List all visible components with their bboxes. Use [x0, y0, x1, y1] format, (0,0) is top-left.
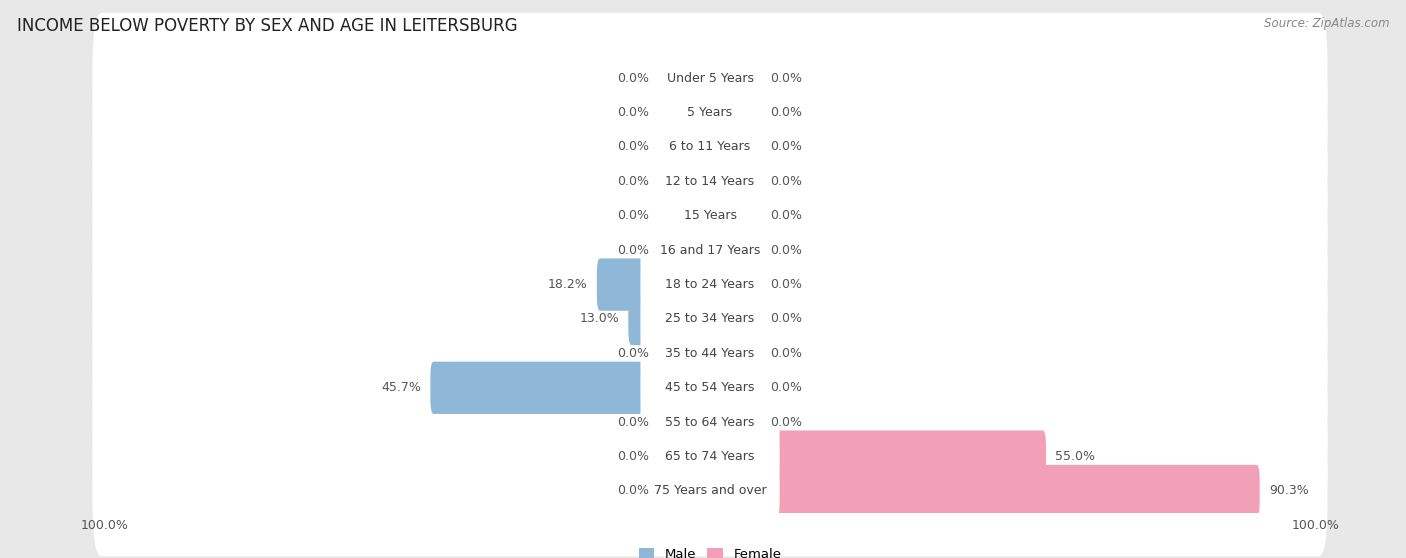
Text: 0.0%: 0.0% [770, 278, 803, 291]
FancyBboxPatch shape [707, 52, 762, 104]
FancyBboxPatch shape [596, 258, 713, 311]
Text: 16 and 17 Years: 16 and 17 Years [659, 244, 761, 257]
FancyBboxPatch shape [430, 362, 713, 414]
Text: 45 to 54 Years: 45 to 54 Years [665, 381, 755, 395]
Text: 0.0%: 0.0% [617, 209, 650, 222]
Text: 0.0%: 0.0% [617, 416, 650, 429]
FancyBboxPatch shape [658, 396, 713, 448]
Text: 0.0%: 0.0% [770, 106, 803, 119]
FancyBboxPatch shape [640, 465, 780, 517]
FancyBboxPatch shape [707, 86, 762, 139]
FancyBboxPatch shape [707, 190, 762, 242]
Text: 0.0%: 0.0% [770, 347, 803, 360]
FancyBboxPatch shape [658, 430, 713, 483]
Text: 5 Years: 5 Years [688, 106, 733, 119]
FancyBboxPatch shape [93, 219, 1327, 350]
FancyBboxPatch shape [640, 155, 780, 208]
Text: 0.0%: 0.0% [617, 106, 650, 119]
FancyBboxPatch shape [93, 185, 1327, 315]
Text: 15 Years: 15 Years [683, 209, 737, 222]
Text: 75 Years and over: 75 Years and over [654, 484, 766, 498]
FancyBboxPatch shape [640, 224, 780, 276]
Text: 0.0%: 0.0% [770, 71, 803, 85]
Text: 0.0%: 0.0% [617, 347, 650, 360]
FancyBboxPatch shape [93, 323, 1327, 453]
Text: 0.0%: 0.0% [770, 381, 803, 395]
Text: 55.0%: 55.0% [1054, 450, 1095, 463]
FancyBboxPatch shape [640, 258, 780, 311]
FancyBboxPatch shape [658, 121, 713, 173]
Text: 35 to 44 Years: 35 to 44 Years [665, 347, 755, 360]
Text: 0.0%: 0.0% [770, 141, 803, 153]
FancyBboxPatch shape [93, 151, 1327, 281]
Text: 0.0%: 0.0% [770, 244, 803, 257]
FancyBboxPatch shape [640, 52, 780, 104]
FancyBboxPatch shape [658, 465, 713, 517]
FancyBboxPatch shape [628, 293, 713, 345]
FancyBboxPatch shape [707, 327, 762, 379]
Text: 13.0%: 13.0% [579, 312, 619, 325]
FancyBboxPatch shape [707, 430, 1046, 483]
FancyBboxPatch shape [640, 86, 780, 139]
FancyBboxPatch shape [658, 86, 713, 139]
Text: 0.0%: 0.0% [770, 416, 803, 429]
Text: 0.0%: 0.0% [617, 484, 650, 498]
FancyBboxPatch shape [707, 224, 762, 276]
Text: 0.0%: 0.0% [617, 175, 650, 188]
Text: 0.0%: 0.0% [617, 244, 650, 257]
FancyBboxPatch shape [640, 327, 780, 379]
Text: 6 to 11 Years: 6 to 11 Years [669, 141, 751, 153]
Text: INCOME BELOW POVERTY BY SEX AND AGE IN LEITERSBURG: INCOME BELOW POVERTY BY SEX AND AGE IN L… [17, 17, 517, 35]
Text: 25 to 34 Years: 25 to 34 Years [665, 312, 755, 325]
FancyBboxPatch shape [93, 47, 1327, 178]
FancyBboxPatch shape [658, 52, 713, 104]
Text: 45.7%: 45.7% [381, 381, 422, 395]
Text: 18.2%: 18.2% [548, 278, 588, 291]
FancyBboxPatch shape [93, 81, 1327, 213]
FancyBboxPatch shape [658, 190, 713, 242]
FancyBboxPatch shape [658, 327, 713, 379]
Text: 0.0%: 0.0% [770, 209, 803, 222]
FancyBboxPatch shape [93, 426, 1327, 556]
FancyBboxPatch shape [93, 116, 1327, 247]
FancyBboxPatch shape [707, 396, 762, 448]
FancyBboxPatch shape [707, 258, 762, 311]
Legend: Male, Female: Male, Female [633, 543, 787, 558]
FancyBboxPatch shape [640, 190, 780, 242]
FancyBboxPatch shape [93, 288, 1327, 418]
Text: 18 to 24 Years: 18 to 24 Years [665, 278, 755, 291]
FancyBboxPatch shape [93, 357, 1327, 488]
Text: 65 to 74 Years: 65 to 74 Years [665, 450, 755, 463]
FancyBboxPatch shape [640, 121, 780, 173]
FancyBboxPatch shape [640, 396, 780, 448]
FancyBboxPatch shape [93, 391, 1327, 522]
Text: Under 5 Years: Under 5 Years [666, 71, 754, 85]
Text: 0.0%: 0.0% [617, 71, 650, 85]
Text: 55 to 64 Years: 55 to 64 Years [665, 416, 755, 429]
FancyBboxPatch shape [707, 121, 762, 173]
Text: 90.3%: 90.3% [1268, 484, 1309, 498]
Text: 0.0%: 0.0% [617, 141, 650, 153]
Text: 0.0%: 0.0% [770, 312, 803, 325]
Text: 12 to 14 Years: 12 to 14 Years [665, 175, 755, 188]
FancyBboxPatch shape [707, 362, 762, 414]
FancyBboxPatch shape [640, 430, 780, 483]
FancyBboxPatch shape [640, 293, 780, 345]
FancyBboxPatch shape [707, 155, 762, 208]
FancyBboxPatch shape [93, 254, 1327, 384]
FancyBboxPatch shape [707, 465, 1260, 517]
FancyBboxPatch shape [93, 13, 1327, 143]
Text: 0.0%: 0.0% [617, 450, 650, 463]
FancyBboxPatch shape [707, 293, 762, 345]
FancyBboxPatch shape [658, 224, 713, 276]
Text: 0.0%: 0.0% [770, 175, 803, 188]
FancyBboxPatch shape [658, 155, 713, 208]
Text: Source: ZipAtlas.com: Source: ZipAtlas.com [1264, 17, 1389, 30]
FancyBboxPatch shape [640, 362, 780, 414]
